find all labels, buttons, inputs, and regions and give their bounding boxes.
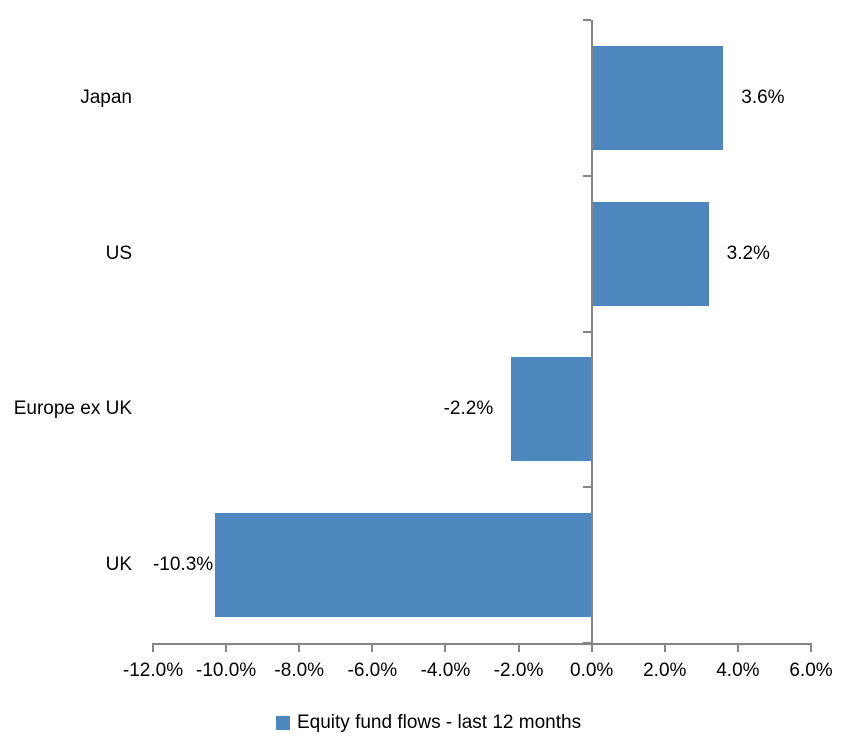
category-label-europe-ex-uk: Europe ex UK <box>13 398 132 420</box>
x-axis-tick <box>810 643 812 652</box>
bar-us <box>592 201 709 306</box>
y-axis-line <box>590 20 593 645</box>
x-axis-tick <box>371 643 374 652</box>
x-tick-label: -4.0% <box>420 660 471 681</box>
x-tick-label: 0.0% <box>570 660 614 681</box>
y-axis-tick <box>582 19 591 21</box>
x-tick-label: -6.0% <box>347 660 398 681</box>
x-tick-label: -2.0% <box>493 660 544 681</box>
legend-swatch-icon <box>276 716 290 730</box>
bar-uk <box>215 513 591 618</box>
x-tick-label: 6.0% <box>789 660 833 681</box>
data-label-us: 3.2% <box>726 242 770 264</box>
x-axis-tick <box>590 643 593 652</box>
bar-japan <box>592 45 724 150</box>
data-label-europe-ex-uk: -2.2% <box>443 398 494 420</box>
category-label-japan: Japan <box>80 86 132 108</box>
x-axis-line <box>152 643 812 645</box>
x-axis-tick <box>225 643 228 652</box>
x-axis-tick <box>736 643 739 652</box>
x-axis-tick <box>298 643 301 652</box>
data-label-japan: 3.6% <box>741 86 785 108</box>
bar-europe-ex-uk <box>511 357 591 462</box>
y-axis-tick <box>582 486 591 489</box>
x-tick-label: -10.0% <box>196 660 257 681</box>
legend-label: Equity fund flows - last 12 months <box>297 712 582 733</box>
x-tick-label: -8.0% <box>274 660 325 681</box>
category-label-us: US <box>105 242 132 264</box>
x-axis-tick <box>444 643 447 652</box>
x-tick-label: -12.0% <box>122 660 184 681</box>
x-tick-label: 4.0% <box>716 660 760 681</box>
legend: Equity fund flows - last 12 months <box>276 712 581 734</box>
y-axis-tick <box>582 174 591 177</box>
x-axis-tick <box>152 643 154 652</box>
x-tick-label: 2.0% <box>643 660 687 681</box>
x-axis-tick <box>663 643 666 652</box>
category-label-uk: UK <box>105 554 132 576</box>
y-axis-tick <box>582 330 591 333</box>
x-axis-tick <box>517 643 520 652</box>
data-label-uk: -10.3% <box>152 554 214 576</box>
y-axis-tick <box>582 642 591 644</box>
